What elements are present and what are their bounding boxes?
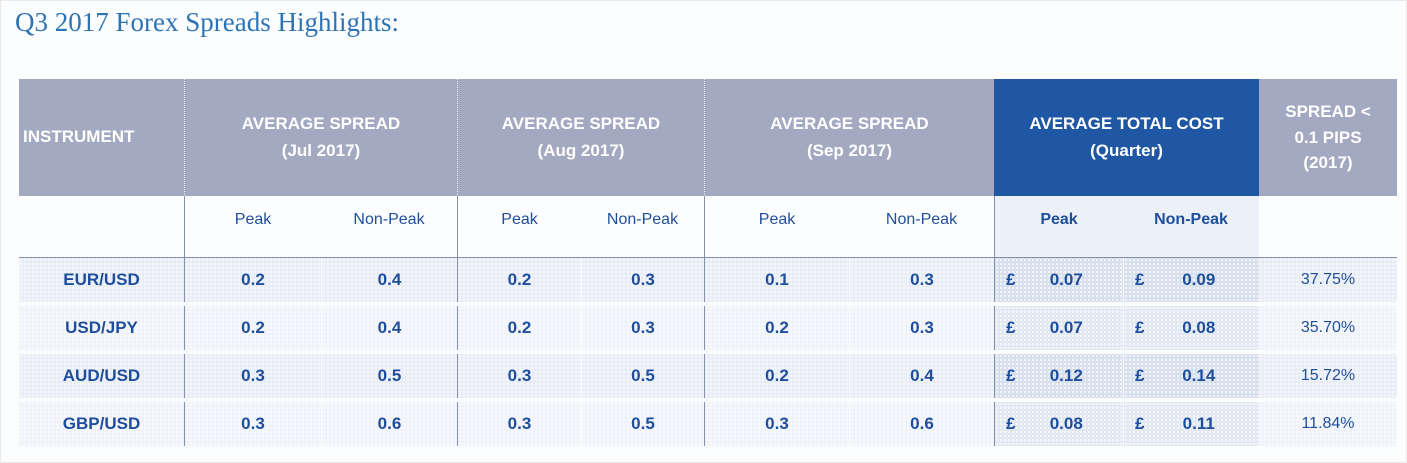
jul-nonpeak-cell: 0.4 — [321, 306, 457, 350]
sep-nonpeak-cell: 0.3 — [849, 306, 994, 350]
instrument-cell: EUR/USD — [19, 258, 184, 302]
header-spread-pips: SPREAD < 0.1 PIPS (2017) — [1259, 79, 1397, 196]
subheader-jul-peak: Peak — [184, 196, 321, 257]
subheader-cost-peak: Peak — [994, 196, 1123, 257]
sep-peak-cell: 0.2 — [704, 354, 849, 398]
cost-nonpeak-cell: £ 0.08 — [1123, 306, 1259, 350]
page-title: Q3 2017 Forex Spreads Highlights: — [15, 7, 399, 37]
currency-symbol: £ — [1135, 318, 1145, 337]
jul-nonpeak-cell: 0.5 — [321, 354, 457, 398]
cost-peak-value: 0.07 — [1049, 318, 1083, 337]
cost-peak-cell: £ 0.07 — [994, 306, 1123, 350]
subheader-aug-nonpeak: Non-Peak — [606, 210, 679, 228]
spread-pct-cell: 15.72% — [1259, 354, 1397, 398]
sep-peak-cell: 0.2 — [704, 306, 849, 350]
forex-spreads-table: INSTRUMENT AVERAGE SPREAD (Jul 2017) AVE… — [19, 79, 1397, 446]
table-row-audusd: AUD/USD 0.3 0.5 0.3 0.5 0.2 0.4 £ 0.12 £… — [19, 354, 1397, 398]
spread-pct-cell: 11.84% — [1259, 402, 1397, 446]
subheader-sep-nonpeak: Non-Peak — [885, 210, 958, 228]
table-subheader-row: Peak Non-Peak Peak Non-Peak Peak Non-Pea… — [19, 196, 1397, 258]
cost-nonpeak-value: 0.08 — [1182, 318, 1216, 337]
subheader-aug-peak: Peak — [457, 196, 581, 257]
aug-nonpeak-cell: 0.3 — [581, 258, 704, 302]
currency-symbol: £ — [1006, 366, 1016, 385]
currency-symbol: £ — [1135, 366, 1145, 385]
currency-symbol: £ — [1135, 270, 1145, 289]
header-average-total-cost-line1: AVERAGE TOTAL COST — [1029, 114, 1224, 134]
header-spread-pips-line1: SPREAD < — [1285, 102, 1371, 122]
header-instrument: INSTRUMENT — [19, 79, 184, 196]
cost-peak-value: 0.07 — [1049, 270, 1083, 289]
cost-peak-value: 0.12 — [1049, 366, 1083, 385]
cost-peak-value: 0.08 — [1049, 414, 1083, 433]
cost-nonpeak-cell: £ 0.09 — [1123, 258, 1259, 302]
subheader-cost-nonpeak: Non-Peak — [1123, 196, 1259, 257]
header-average-spread-sep-line2: (Sep 2017) — [806, 140, 893, 160]
aug-peak-cell: 0.2 — [457, 306, 581, 350]
cost-nonpeak-value: 0.11 — [1182, 414, 1215, 433]
subheader-jul-nonpeak: Non-Peak — [353, 210, 425, 228]
jul-nonpeak-cell: 0.4 — [321, 258, 457, 302]
header-average-total-cost: AVERAGE TOTAL COST (Quarter) — [994, 79, 1259, 196]
subheader-sep-peak: Peak — [704, 196, 849, 257]
cost-nonpeak-value: 0.09 — [1182, 270, 1216, 289]
currency-symbol: £ — [1006, 414, 1016, 433]
sep-peak-cell: 0.1 — [704, 258, 849, 302]
header-average-total-cost-line2: (Quarter) — [1090, 140, 1163, 160]
jul-peak-cell: 0.3 — [184, 354, 321, 398]
cost-nonpeak-cell: £ 0.14 — [1123, 354, 1259, 398]
cost-nonpeak-cell: £ 0.11 — [1123, 402, 1259, 446]
currency-symbol: £ — [1006, 270, 1016, 289]
header-average-spread-sep: AVERAGE SPREAD (Sep 2017) — [704, 79, 994, 196]
instrument-cell: AUD/USD — [19, 354, 184, 398]
aug-nonpeak-cell: 0.5 — [581, 354, 704, 398]
cost-peak-cell: £ 0.07 — [994, 258, 1123, 302]
cost-peak-cell: £ 0.12 — [994, 354, 1123, 398]
cost-nonpeak-value: 0.14 — [1182, 366, 1216, 385]
currency-symbol: £ — [1006, 318, 1016, 337]
sep-nonpeak-cell: 0.3 — [849, 258, 994, 302]
aug-nonpeak-cell: 0.3 — [581, 306, 704, 350]
header-average-spread-aug-line2: (Aug 2017) — [537, 140, 625, 160]
sep-peak-cell: 0.3 — [704, 402, 849, 446]
header-average-spread-jul: AVERAGE SPREAD (Jul 2017) — [184, 79, 457, 196]
jul-peak-cell: 0.2 — [184, 306, 321, 350]
jul-peak-cell: 0.3 — [184, 402, 321, 446]
header-average-spread-aug: AVERAGE SPREAD (Aug 2017) — [457, 79, 704, 196]
sep-nonpeak-cell: 0.6 — [849, 402, 994, 446]
aug-peak-cell: 0.3 — [457, 354, 581, 398]
spread-pct-cell: 35.70% — [1259, 306, 1397, 350]
table-header-row: INSTRUMENT AVERAGE SPREAD (Jul 2017) AVE… — [19, 79, 1397, 196]
instrument-cell: USD/JPY — [19, 306, 184, 350]
aug-peak-cell: 0.2 — [457, 258, 581, 302]
table-row-gbpusd: GBP/USD 0.3 0.6 0.3 0.5 0.3 0.6 £ 0.08 £… — [19, 402, 1397, 446]
jul-peak-cell: 0.2 — [184, 258, 321, 302]
jul-nonpeak-cell: 0.6 — [321, 402, 457, 446]
table-row-usdjpy: USD/JPY 0.2 0.4 0.2 0.3 0.2 0.3 £ 0.07 £… — [19, 306, 1397, 350]
sep-nonpeak-cell: 0.4 — [849, 354, 994, 398]
header-average-spread-jul-line2: (Jul 2017) — [281, 140, 361, 160]
header-average-spread-sep-line1: AVERAGE SPREAD — [770, 114, 929, 134]
instrument-cell: GBP/USD — [19, 402, 184, 446]
cost-peak-cell: £ 0.08 — [994, 402, 1123, 446]
subheader-empty-pct — [1259, 196, 1397, 257]
header-average-spread-aug-line1: AVERAGE SPREAD — [501, 114, 661, 134]
header-spread-pips-line3: (2017) — [1303, 153, 1353, 173]
header-average-spread-jul-line1: AVERAGE SPREAD — [241, 114, 401, 134]
subheader-empty-instrument — [19, 196, 184, 257]
header-spread-pips-line2: 0.1 PIPS — [1294, 127, 1362, 147]
currency-symbol: £ — [1135, 414, 1145, 433]
spread-pct-cell: 37.75% — [1259, 258, 1397, 302]
table-row-eurusd: EUR/USD 0.2 0.4 0.2 0.3 0.1 0.3 £ 0.07 £… — [19, 258, 1397, 302]
aug-peak-cell: 0.3 — [457, 402, 581, 446]
aug-nonpeak-cell: 0.5 — [581, 402, 704, 446]
